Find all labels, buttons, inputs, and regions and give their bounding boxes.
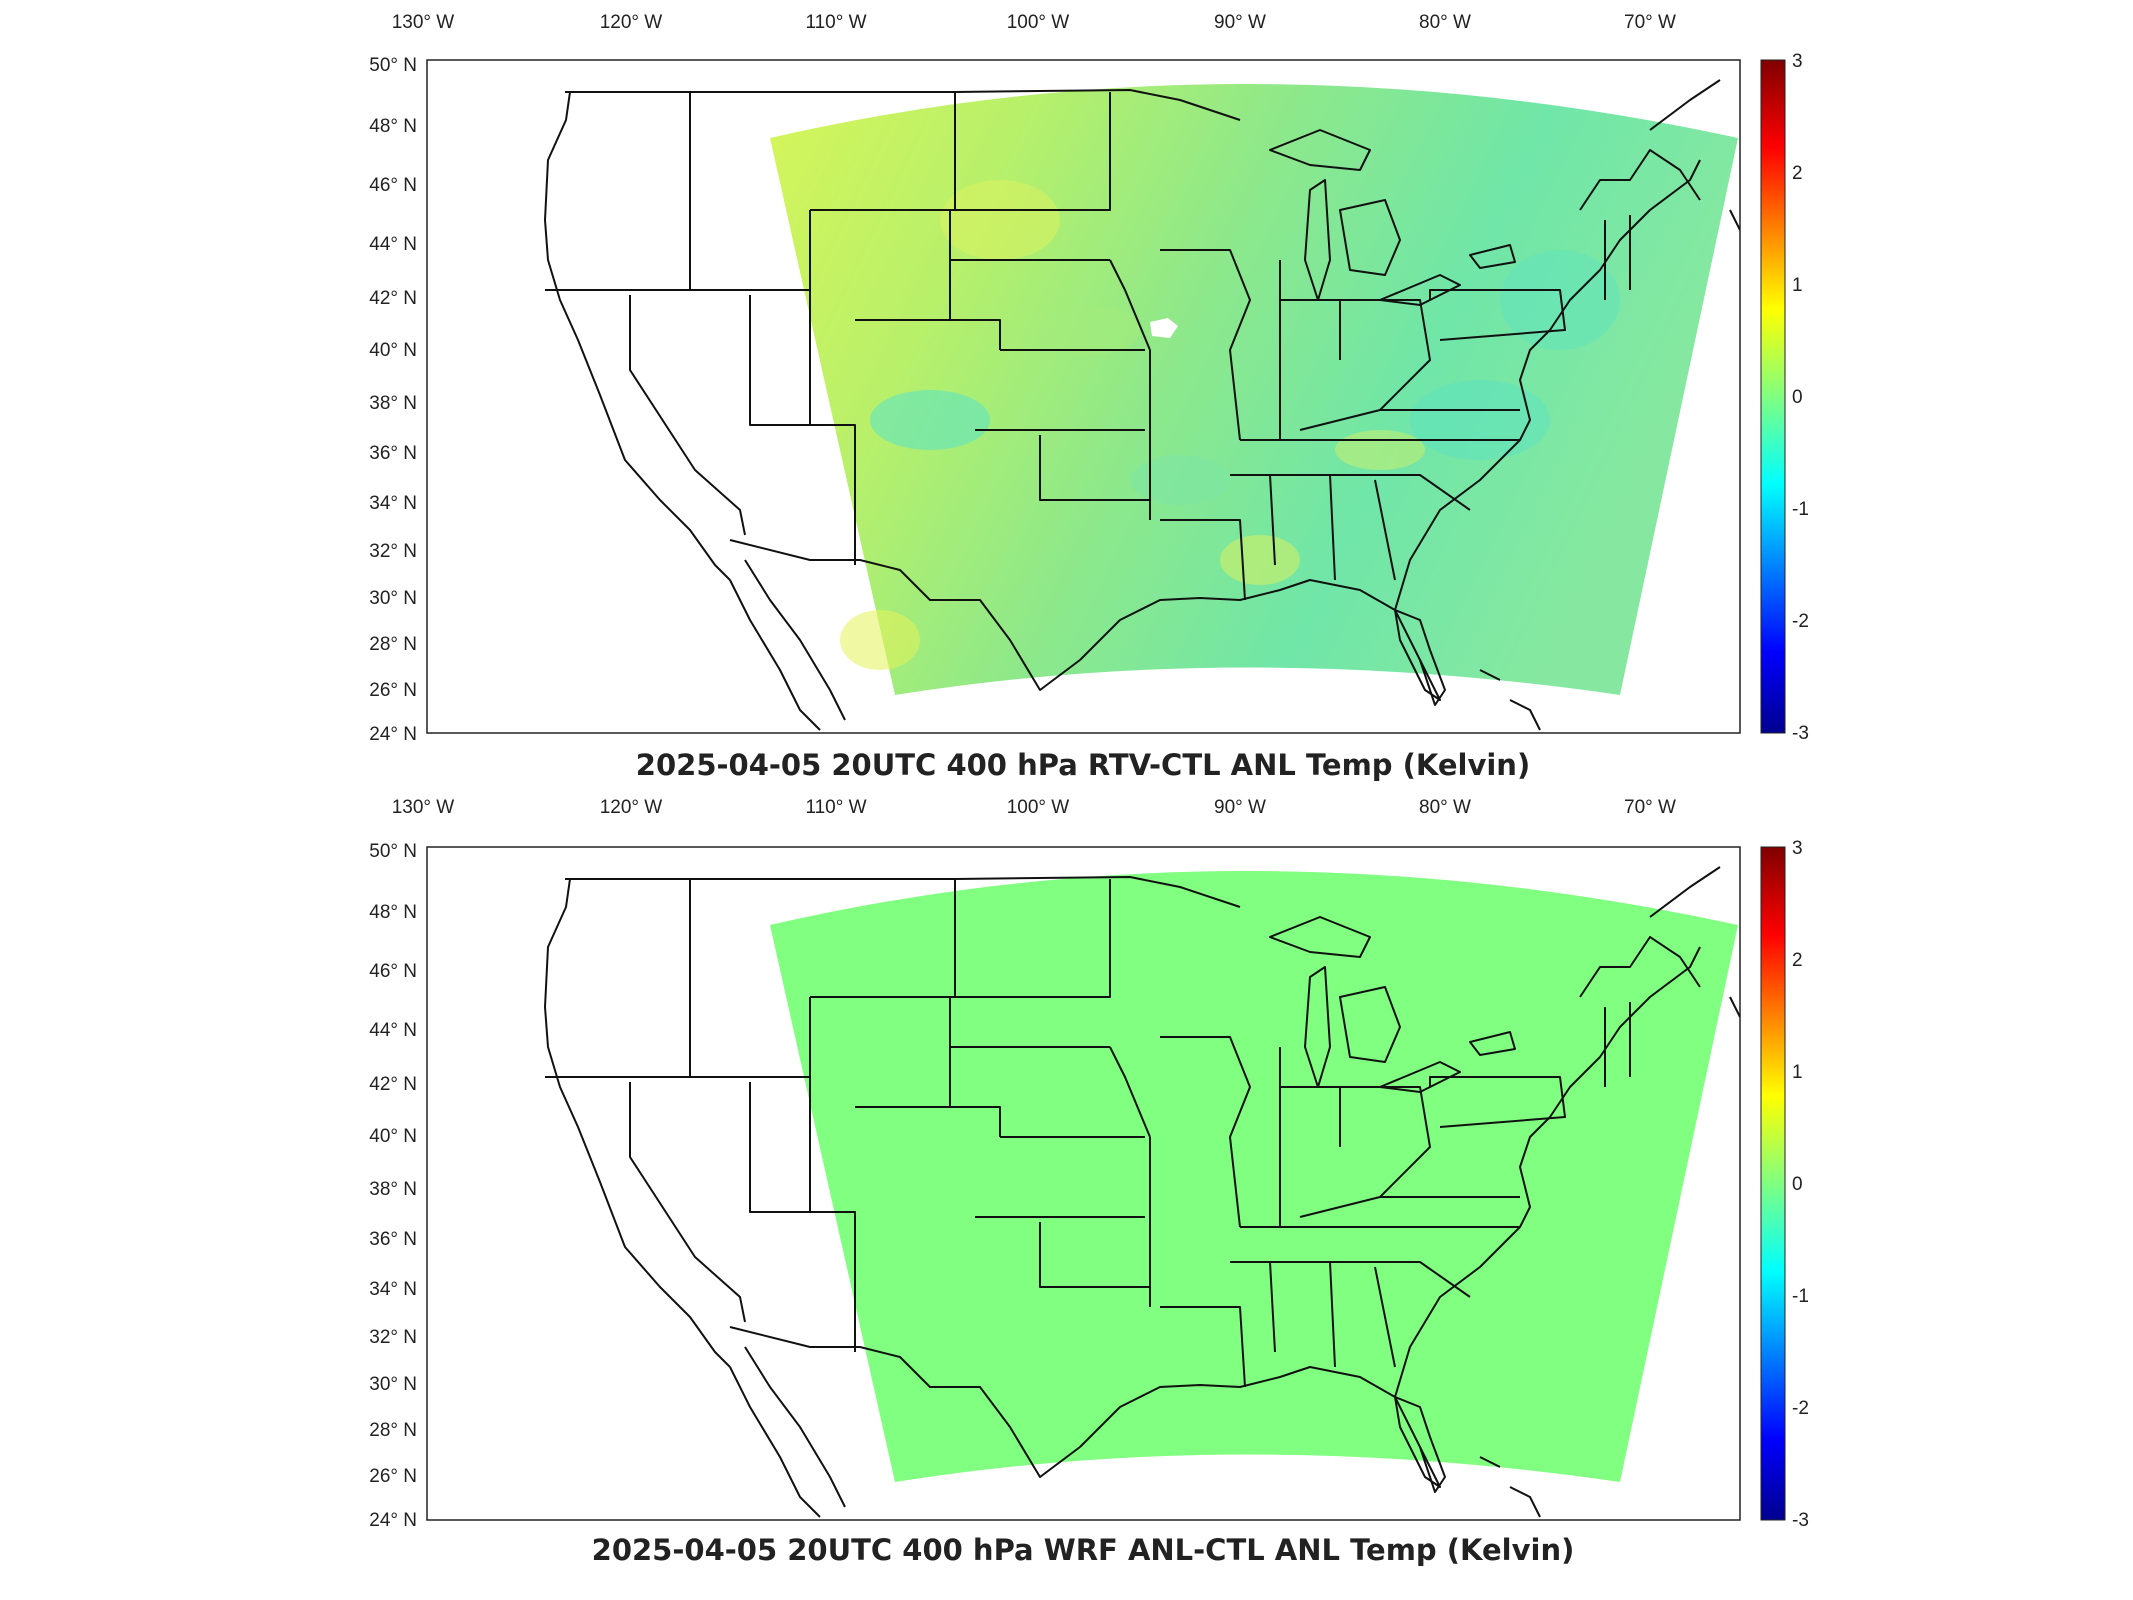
lat-label: 32° N (369, 1327, 417, 1348)
lat-label: 38° N (369, 1179, 417, 1200)
map-outlines (544, 866, 1740, 1518)
lat-label: 30° N (369, 1374, 417, 1395)
lat-label: 24° N (369, 1510, 417, 1531)
lat-label: 46° N (369, 175, 417, 196)
panel-title: 2025-04-05 20UTC 400 hPa WRF ANL-CTL ANL… (592, 1533, 1575, 1567)
longitude-labels: 130° W 120° W 110° W 100° W 90° W 80° W … (392, 12, 1676, 33)
map-svg-top: 130° W 120° W 110° W 100° W 90° W 80° W … (369, 12, 1809, 782)
lat-label: 34° N (369, 493, 417, 514)
lon-label: 100° W (1007, 12, 1070, 33)
colorbar-tick: -3 (1792, 1510, 1809, 1531)
colorbar (1760, 846, 1786, 1521)
lon-label: 120° W (600, 12, 663, 33)
map-outlines (544, 79, 1740, 731)
colorbar-tick: 3 (1792, 51, 1803, 72)
lon-label: 110° W (805, 12, 866, 33)
field-texture (840, 180, 1620, 670)
temperature-field (770, 871, 1738, 1482)
colorbar-tick: 2 (1792, 950, 1803, 971)
lat-label: 34° N (369, 1279, 417, 1300)
lat-label: 40° N (369, 1126, 417, 1147)
lat-label: 28° N (369, 634, 417, 655)
map-panel-wrf: 130° W 120° W 110° W 100° W 90° W 80° W … (0, 790, 2133, 1580)
lat-label: 46° N (369, 961, 417, 982)
lon-label: 90° W (1214, 797, 1266, 818)
lat-label: 42° N (369, 1074, 417, 1095)
lat-label: 32° N (369, 541, 417, 562)
lat-label: 30° N (369, 588, 417, 609)
lat-label: 40° N (369, 340, 417, 361)
lon-label: 90° W (1214, 12, 1266, 33)
lat-label: 48° N (369, 902, 417, 923)
colorbar-tick: -1 (1792, 1286, 1809, 1307)
lat-label: 36° N (369, 1229, 417, 1250)
colorbar-tick: 0 (1792, 1174, 1803, 1195)
map-svg-bottom: 130° W 120° W 110° W 100° W 90° W 80° W … (369, 797, 1809, 1567)
colorbar-tick: 2 (1792, 163, 1803, 184)
map-panel-rtv: 130° W 120° W 110° W 100° W 90° W 80° W … (0, 0, 2133, 790)
colorbar-tick: -3 (1792, 723, 1809, 744)
latitude-labels: 50° N 48° N 46° N 44° N 42° N 40° N 38° … (369, 841, 417, 1531)
lon-label: 70° W (1624, 797, 1676, 818)
latitude-labels: 50° N 48° N 46° N 44° N 42° N 40° N 38° … (369, 55, 417, 745)
colorbar-ticks: 3 2 1 0 -1 -2 -3 (1792, 51, 1809, 744)
lon-label: 130° W (392, 12, 455, 33)
colorbar-tick: 1 (1792, 275, 1803, 296)
lon-label: 80° W (1419, 12, 1471, 33)
longitude-labels: 130° W 120° W 110° W 100° W 90° W 80° W … (392, 797, 1676, 818)
colorbar-tick: 1 (1792, 1062, 1803, 1083)
temperature-field (770, 84, 1738, 695)
lat-label: 50° N (369, 841, 417, 862)
lat-label: 26° N (369, 680, 417, 701)
lat-label: 42° N (369, 288, 417, 309)
lat-label: 44° N (369, 234, 417, 255)
lon-label: 130° W (392, 797, 455, 818)
lat-label: 24° N (369, 724, 417, 745)
lat-label: 28° N (369, 1420, 417, 1441)
lon-label: 100° W (1007, 797, 1070, 818)
lat-label: 44° N (369, 1020, 417, 1041)
lat-label: 26° N (369, 1466, 417, 1487)
lon-label: 70° W (1624, 12, 1676, 33)
colorbar-tick: 0 (1792, 387, 1803, 408)
lat-label: 36° N (369, 443, 417, 464)
lat-label: 38° N (369, 393, 417, 414)
colorbar-tick: 3 (1792, 838, 1803, 859)
lon-label: 110° W (805, 797, 866, 818)
panel-title: 2025-04-05 20UTC 400 hPa RTV-CTL ANL Tem… (636, 748, 1530, 782)
lon-label: 80° W (1419, 797, 1471, 818)
missing-data-patch (1150, 318, 1178, 338)
lat-label: 48° N (369, 116, 417, 137)
colorbar-ticks: 3 2 1 0 -1 -2 -3 (1792, 838, 1809, 1531)
lon-label: 120° W (600, 797, 663, 818)
colorbar (1760, 59, 1786, 734)
colorbar-tick: -1 (1792, 499, 1809, 520)
colorbar-tick: -2 (1792, 1398, 1809, 1419)
lat-label: 50° N (369, 55, 417, 76)
colorbar-tick: -2 (1792, 611, 1809, 632)
